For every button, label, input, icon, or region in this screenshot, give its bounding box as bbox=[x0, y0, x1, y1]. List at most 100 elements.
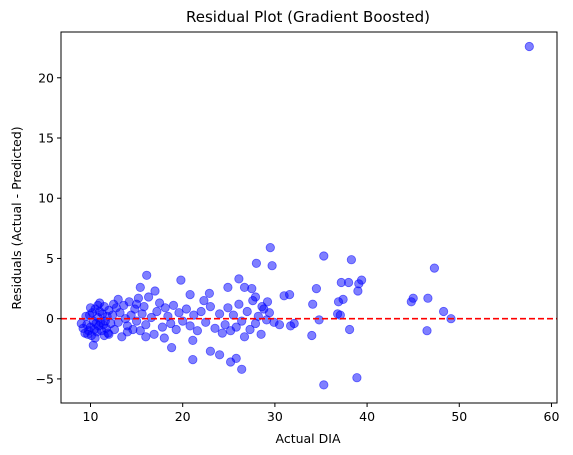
scatter-point bbox=[176, 275, 186, 285]
y-tick-label: 0 bbox=[46, 311, 54, 326]
scatter-point bbox=[265, 243, 275, 253]
scatter-point bbox=[168, 300, 179, 310]
scatter-point bbox=[149, 329, 159, 339]
scatter-point bbox=[215, 350, 225, 360]
scatter-point bbox=[284, 289, 295, 300]
scatter-point bbox=[185, 321, 195, 331]
scatter-points bbox=[76, 41, 534, 390]
scatter-point bbox=[308, 299, 318, 309]
scatter-point bbox=[223, 282, 233, 292]
y-tick-label: 10 bbox=[38, 191, 54, 206]
scatter-point bbox=[159, 333, 169, 343]
scatter-point bbox=[524, 41, 534, 52]
scatter-point bbox=[185, 289, 195, 300]
x-tick-label: 20 bbox=[175, 409, 191, 424]
scatter-point bbox=[189, 310, 199, 320]
scatter-point bbox=[199, 295, 209, 306]
scatter-point bbox=[438, 306, 449, 317]
x-tick-label: 50 bbox=[451, 409, 467, 424]
scatter-point bbox=[109, 299, 119, 309]
scatter-point bbox=[90, 333, 100, 343]
scatter-point bbox=[141, 332, 151, 342]
scatter-point bbox=[99, 330, 109, 341]
scatter-point bbox=[83, 329, 93, 339]
axes-frame bbox=[60, 31, 558, 404]
scatter-point bbox=[220, 320, 230, 330]
scatter-point bbox=[205, 301, 215, 312]
scatter-point bbox=[264, 308, 274, 318]
scatter-point bbox=[115, 308, 125, 318]
chart-title: Residual Plot (Gradient Boosted) bbox=[186, 8, 430, 26]
scatter-point bbox=[188, 335, 198, 345]
x-tick-label: 30 bbox=[267, 409, 283, 424]
scatter-point bbox=[181, 304, 191, 314]
scatter-point bbox=[205, 346, 215, 356]
scatter-point bbox=[215, 309, 225, 319]
scatter-point bbox=[344, 324, 355, 335]
scatter-point bbox=[122, 327, 133, 337]
scatter-point bbox=[343, 277, 354, 288]
scatter-point bbox=[234, 274, 244, 284]
scatter-point bbox=[141, 320, 151, 330]
scatter-point bbox=[132, 299, 142, 309]
scatter-point bbox=[188, 354, 198, 365]
scatter-point bbox=[171, 324, 181, 335]
scatter-point bbox=[152, 306, 162, 317]
scatter-point bbox=[150, 286, 160, 296]
scatter-point bbox=[223, 303, 233, 313]
scatter-point bbox=[247, 283, 257, 294]
x-tick-label: 10 bbox=[83, 409, 99, 424]
scatter-point bbox=[267, 261, 277, 271]
scatter-point bbox=[226, 357, 236, 367]
scatter-point bbox=[242, 306, 252, 317]
scatter-point bbox=[192, 326, 202, 336]
scatter-point bbox=[245, 324, 255, 335]
scatter-point bbox=[237, 364, 247, 374]
scatter-point bbox=[146, 312, 156, 323]
scatter-point bbox=[142, 270, 152, 280]
scatter-point bbox=[353, 286, 363, 296]
scatter-point bbox=[251, 258, 261, 268]
scatter-point bbox=[319, 251, 329, 261]
x-tick-label: 40 bbox=[359, 409, 375, 424]
scatter-point bbox=[217, 328, 227, 338]
scatter-point bbox=[311, 283, 321, 294]
y-tick-label: 5 bbox=[46, 251, 54, 266]
y-tick-label: 15 bbox=[38, 131, 54, 146]
y-tick-label: −5 bbox=[36, 371, 54, 386]
scatter-point bbox=[174, 308, 184, 318]
scatter-point bbox=[135, 282, 145, 292]
scatter-point bbox=[333, 297, 344, 307]
scatter-point bbox=[167, 342, 177, 353]
scatter-point bbox=[196, 306, 206, 317]
scatter-point bbox=[319, 380, 329, 390]
scatter-point bbox=[346, 255, 356, 265]
x-axis-ticks: 10 20 30 40 50 60 bbox=[83, 403, 560, 424]
scatter-point bbox=[307, 330, 317, 341]
x-axis-label: Actual DIA bbox=[276, 431, 341, 446]
scatter-point bbox=[406, 297, 416, 307]
scatter-point bbox=[314, 315, 324, 325]
scatter-point bbox=[256, 329, 266, 339]
scatter-point bbox=[93, 300, 103, 310]
scatter-point bbox=[239, 332, 250, 342]
scatter-point bbox=[144, 292, 154, 302]
scatter-point bbox=[135, 326, 145, 336]
scatter-point bbox=[429, 263, 439, 273]
scatter-point bbox=[352, 373, 362, 383]
y-axis-label: Residuals (Actual - Predicted) bbox=[9, 126, 24, 309]
scatter-point bbox=[157, 322, 167, 332]
scatter-point bbox=[423, 293, 433, 303]
x-tick-label: 60 bbox=[544, 409, 560, 424]
scatter-point bbox=[210, 323, 220, 333]
scatter-point bbox=[204, 288, 214, 298]
scatter-point bbox=[160, 303, 170, 313]
scatter-point bbox=[231, 322, 241, 332]
y-axis-ticks: −5 0 5 10 15 20 bbox=[36, 70, 61, 386]
y-tick-label: 20 bbox=[38, 70, 54, 85]
scatter-point bbox=[289, 318, 299, 329]
scatter-point bbox=[248, 295, 258, 306]
scatter-point bbox=[422, 326, 432, 336]
